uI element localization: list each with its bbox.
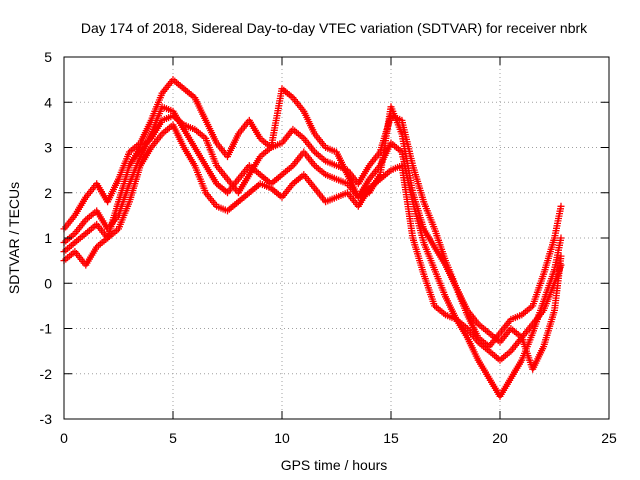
- y-tick-label: -1: [40, 321, 53, 337]
- y-tick-label: 4: [44, 94, 52, 110]
- x-tick-label: 0: [60, 430, 68, 446]
- y-tick-label: -2: [40, 366, 53, 382]
- y-tick-label: 3: [44, 140, 52, 156]
- grid-lines: [64, 57, 609, 419]
- tick-labels: 0 5 10 15 20 25 -3 -2 -1 0 1 2 3 4 5: [40, 49, 617, 446]
- x-tick-label: 20: [492, 430, 508, 446]
- y-tick-label: 5: [44, 49, 52, 65]
- y-tick-label: 2: [44, 185, 52, 201]
- x-tick-label: 15: [383, 430, 399, 446]
- x-tick-label: 5: [169, 430, 177, 446]
- x-axis-label: GPS time / hours: [281, 457, 388, 473]
- chart-title: Day 174 of 2018, Sidereal Day-to-day VTE…: [81, 20, 588, 36]
- y-tick-label: 0: [44, 275, 52, 291]
- y-axis-label: SDTVAR / TECUs: [6, 182, 22, 294]
- x-tick-label: 10: [274, 430, 290, 446]
- y-tick-label: -3: [40, 411, 53, 427]
- x-tick-label: 25: [601, 430, 617, 446]
- y-tick-label: 1: [44, 230, 52, 246]
- axis-ticks: [63, 56, 610, 420]
